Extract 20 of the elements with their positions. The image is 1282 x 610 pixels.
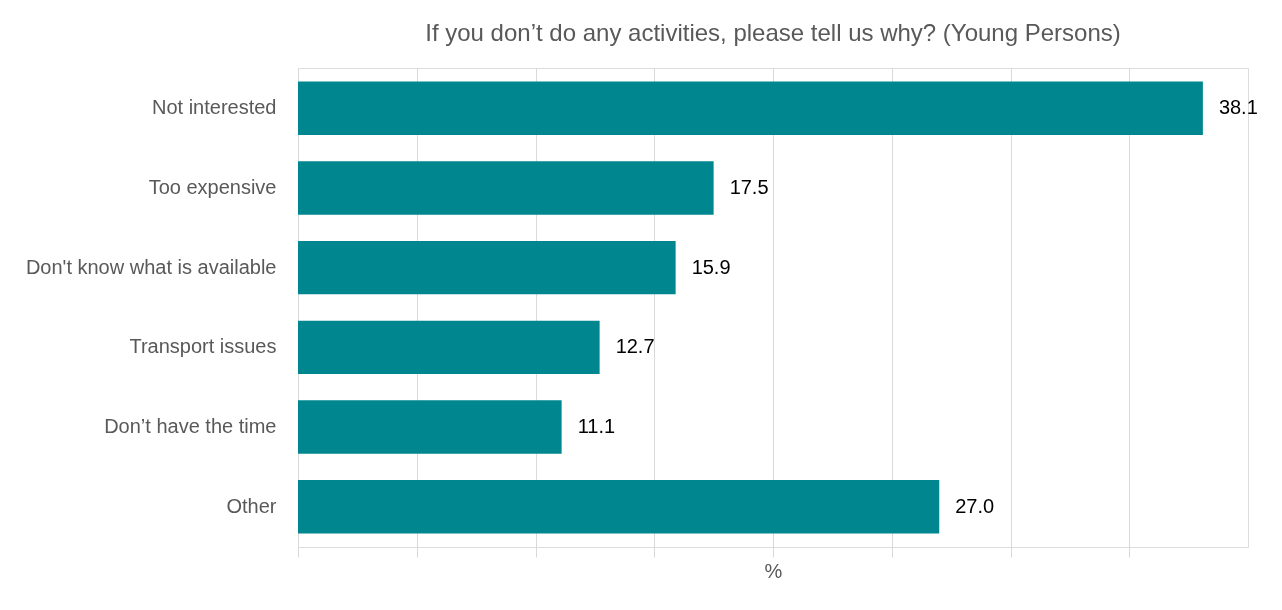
data-label: 11.1 (577, 415, 616, 438)
bar (298, 161, 714, 215)
bar (298, 400, 562, 454)
bar (298, 81, 1203, 135)
y-tick-label: Other (226, 494, 277, 517)
chart-title: If you don’t do any activities, please tell us why? (Young Persons) (425, 19, 1121, 46)
bar (298, 240, 676, 295)
data-label: 38.1 (1218, 96, 1258, 119)
y-tick-label: Not interested (151, 96, 277, 119)
data-label: 15.9 (691, 255, 731, 278)
y-tick-label: Transport issues (129, 335, 277, 358)
y-tick-label: Too expensive (148, 175, 277, 198)
x-axis-title: % (764, 560, 783, 582)
bar (298, 480, 940, 534)
y-tick-label: Don’t have the time (104, 415, 277, 438)
y-tick-label: Don't know what is available (25, 255, 277, 278)
data-label: 17.5 (729, 175, 769, 198)
data-label: 27.0 (955, 494, 995, 517)
bar (298, 320, 600, 375)
data-label: 12.7 (615, 335, 655, 358)
